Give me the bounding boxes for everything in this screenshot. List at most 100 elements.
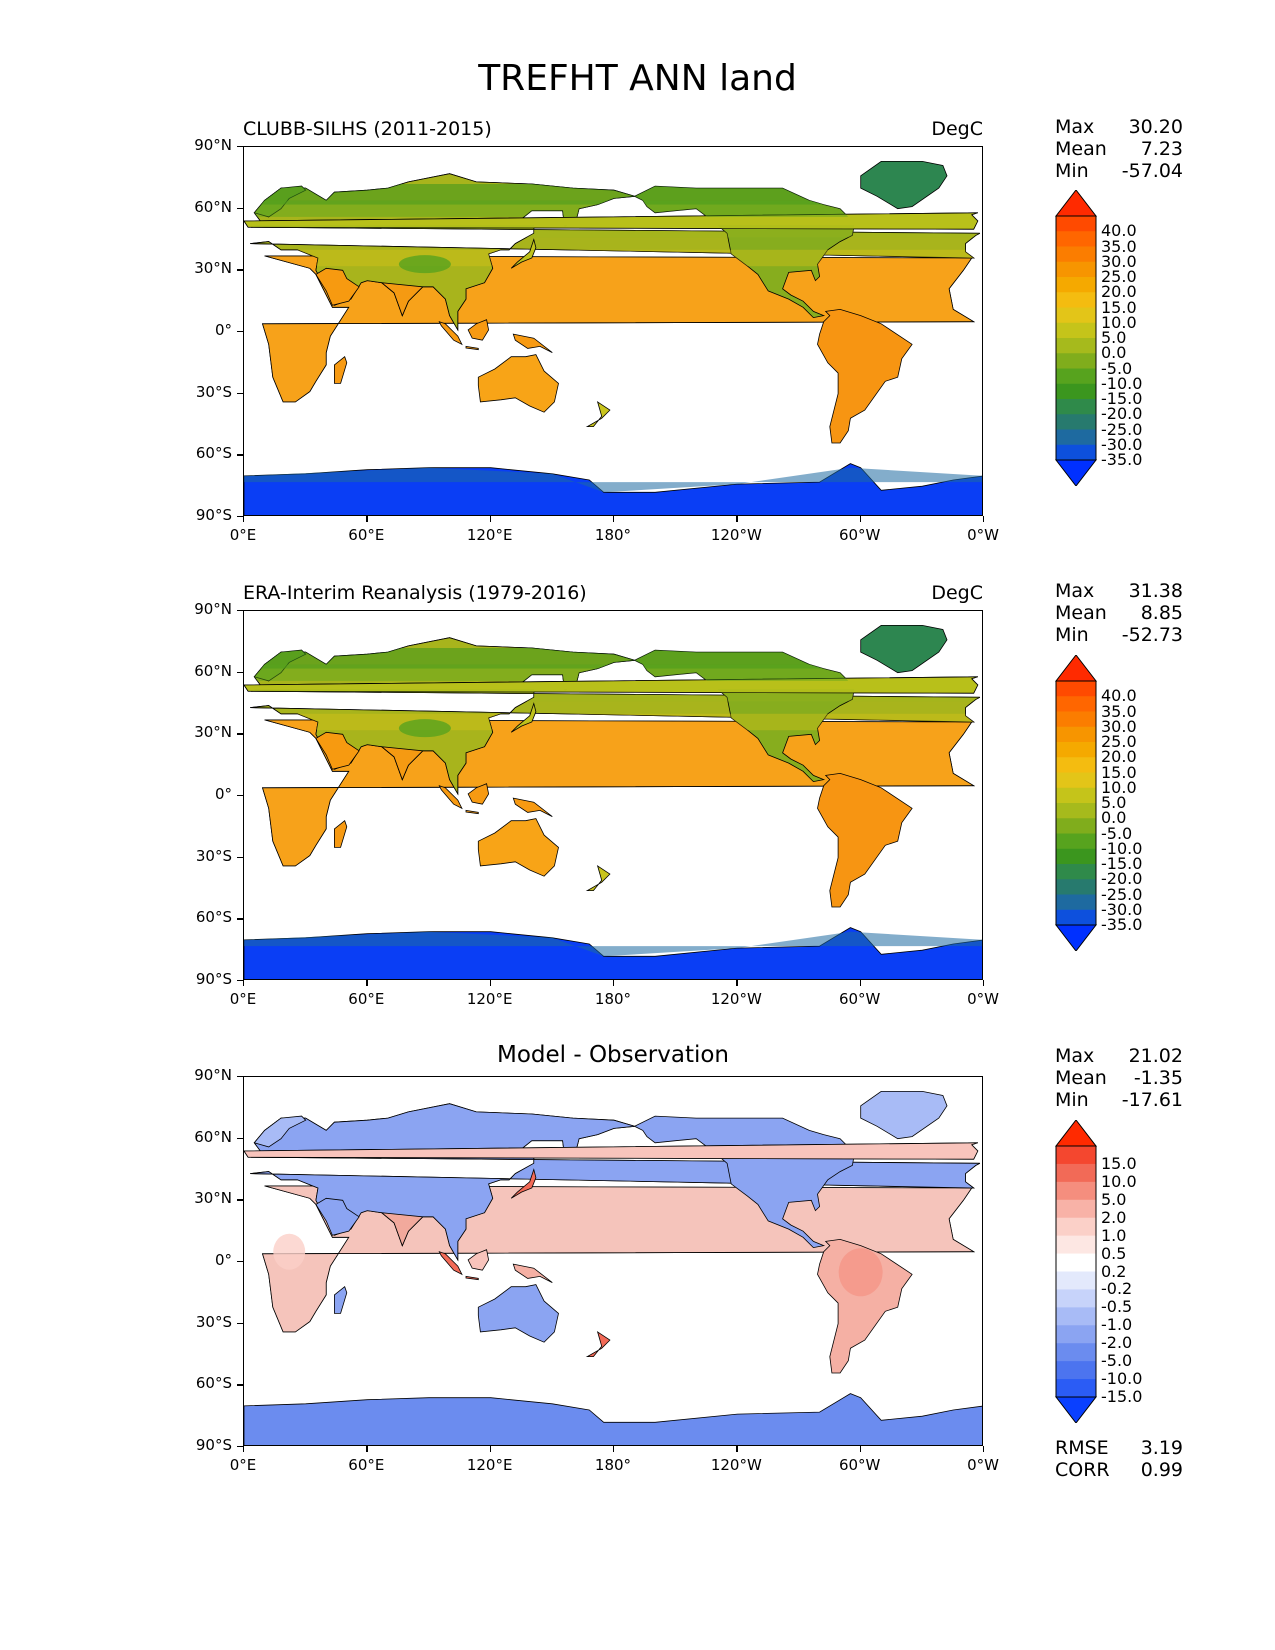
colorbar-swatch [1056, 681, 1096, 697]
colorbar-tick-label: -5.0 [1101, 1351, 1133, 1371]
lat-tick [237, 269, 243, 271]
lat-tick-label: 60°S [195, 444, 232, 463]
antarctica-coast [244, 931, 982, 957]
tibet-plateau [398, 255, 451, 274]
colorbar-swatch [1056, 353, 1096, 369]
colorbar-tick-label: -5.0 [1101, 358, 1133, 378]
land-india [380, 1212, 424, 1247]
colorbar-swatch [1056, 772, 1096, 789]
stat-name: Min [1055, 624, 1089, 646]
stat-row: Mean 8.85 [1055, 602, 1183, 624]
lat-tick-label: 90°S [195, 1436, 232, 1454]
colorbar-swatch [1056, 864, 1096, 880]
colorbar-swatch [1056, 307, 1096, 324]
land-japan [510, 1168, 537, 1199]
lon-tick-label: 120°E [466, 526, 513, 544]
land-madagascar [334, 1286, 348, 1314]
lat-tick [237, 454, 243, 456]
colorbar-swatch [1056, 909, 1096, 926]
lon-tick-label: 120°W [710, 990, 762, 1008]
lat-tick [237, 392, 243, 394]
land-uk [244, 676, 979, 694]
colorbar-tick-label: 5.0 [1101, 328, 1127, 347]
colorbar-svg [1054, 1119, 1098, 1424]
lat-tick-label: 90°S [195, 970, 232, 988]
lon-tick-label: 0°W [967, 526, 999, 544]
panel-title: CLUBB-SILHS (2011-2015) [243, 118, 492, 140]
colorbar-tick-label: 0.0 [1101, 808, 1127, 828]
colorbar-tick-label: 5.0 [1101, 793, 1127, 812]
colorbar-tick-label: 40.0 [1101, 221, 1137, 241]
lat-tick-label: 60°N [194, 661, 232, 680]
land-japan [510, 702, 537, 733]
land-greenland [860, 1091, 948, 1140]
stat-row: Min -17.61 [1055, 1089, 1183, 1111]
colorbar-swatch [1056, 216, 1096, 232]
stat-row: Min -57.04 [1055, 160, 1183, 182]
lon-tick [366, 1446, 368, 1452]
colorbar-tick-label: 35.0 [1101, 236, 1137, 256]
colorbar-swatch [1056, 444, 1096, 461]
metric-row: RMSE 3.19 [1055, 1437, 1183, 1459]
land-australia [477, 1284, 559, 1343]
colorbar-max-extension [1054, 654, 1098, 682]
lon-tick [613, 1446, 615, 1452]
stat-value: -17.61 [1121, 1089, 1183, 1111]
colorbar-swatch [1056, 1217, 1096, 1237]
land-uk [244, 1142, 979, 1160]
panel-title: ERA-Interim Reanalysis (1979-2016) [243, 582, 587, 604]
colorbar-swatch [1056, 246, 1096, 263]
map-canvas [244, 161, 982, 515]
land-samerica [817, 308, 913, 444]
colorbar-tick-label: 10.0 [1101, 777, 1137, 797]
stat-value: 7.23 [1140, 138, 1183, 160]
lat-tick-label: 90°S [195, 506, 232, 524]
lat-tick-label: 90°N [194, 136, 232, 154]
lat-tick [237, 1322, 243, 1324]
lon-tick [859, 516, 861, 522]
land-madagascar [334, 356, 348, 384]
lat-tick-label: 0° [214, 785, 232, 803]
colorbar [1054, 1119, 1098, 1424]
colorbar-swatch [1056, 803, 1096, 819]
colorbar-swatch [1056, 696, 1096, 712]
land-nz [585, 1330, 611, 1357]
lon-tick [983, 980, 985, 986]
lat-tick-label: 60°N [194, 197, 232, 216]
colorbar-tick-label: 25.0 [1101, 732, 1137, 751]
panel-title: Model - Observation [496, 1042, 730, 1068]
land-arabia [315, 267, 360, 306]
lon-tick [736, 1446, 738, 1452]
stats-box: Max 31.38 Mean 8.85 Min -52.73 [1055, 580, 1183, 646]
land-indonesia1 [438, 321, 463, 346]
colorbar-tick-label: 30.0 [1101, 716, 1137, 736]
lon-tick-label: 120°W [710, 526, 762, 544]
land-australia [477, 818, 559, 877]
colorbar-tick-label: 5.0 [1101, 1189, 1127, 1209]
colorbar-swatch [1056, 368, 1096, 385]
stat-value: 21.02 [1128, 1045, 1183, 1067]
colorbar-swatch [1056, 429, 1096, 446]
colorbar-swatch [1056, 261, 1096, 278]
colorbar-swatch [1056, 711, 1096, 728]
land-arabia [315, 1197, 360, 1236]
land-indonesia2 [465, 809, 479, 815]
lat-tick [237, 1199, 243, 1201]
map-canvas [244, 625, 982, 979]
lon-tick [243, 516, 245, 522]
amazon-warm-bias [838, 1248, 883, 1297]
colorbar-tick-label: -25.0 [1101, 884, 1143, 904]
stat-row: Min -52.73 [1055, 624, 1183, 646]
lon-tick-label: 180° [594, 990, 632, 1008]
lat-tick-label: 30°S [195, 846, 232, 865]
lat-tick-label: 30°S [195, 1312, 232, 1331]
lon-tick-label: 180° [594, 526, 632, 544]
colorbar-swatch [1056, 399, 1096, 415]
colorbar-min-extension [1054, 1396, 1098, 1424]
colorbar-swatch [1056, 894, 1096, 911]
land-india [380, 282, 424, 317]
land-antarctica [244, 1393, 982, 1445]
colorbar-swatch [1056, 1271, 1096, 1290]
colorbar [1054, 654, 1098, 952]
colorbar-svg [1054, 654, 1098, 952]
